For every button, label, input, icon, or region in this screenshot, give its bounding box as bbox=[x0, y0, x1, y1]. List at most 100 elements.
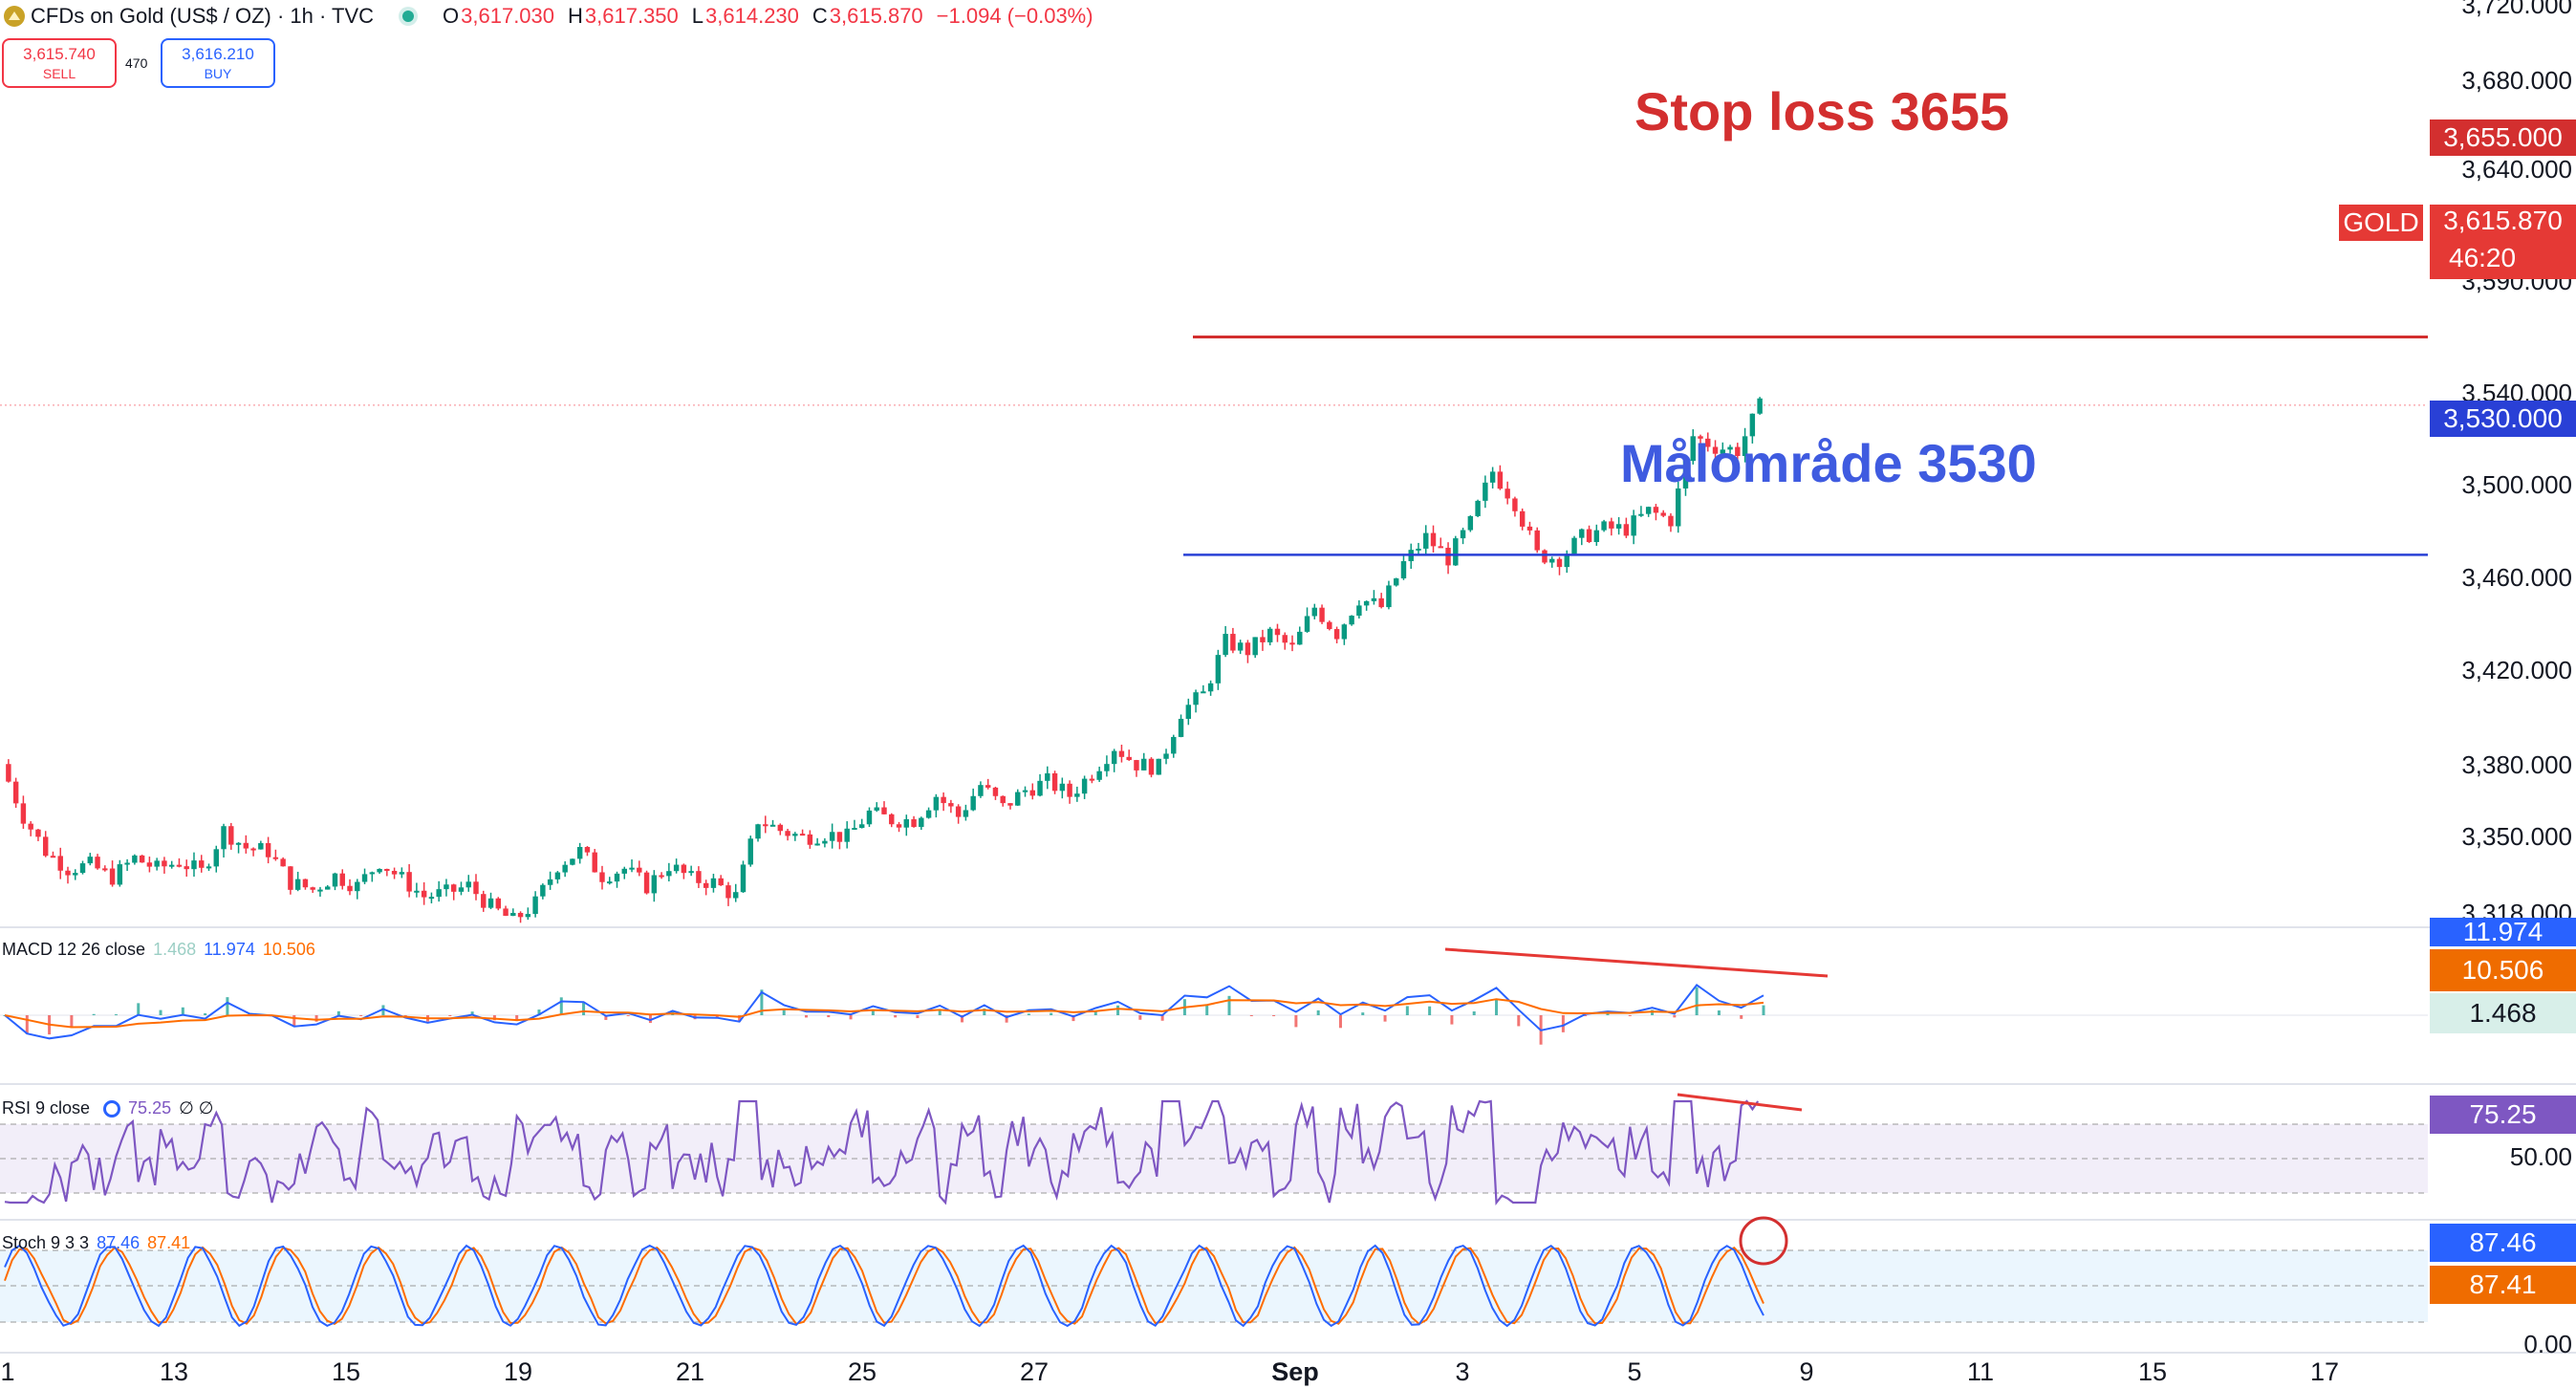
macd-hist-bar bbox=[1383, 1015, 1387, 1022]
price-tick: 3,460.000 bbox=[2461, 563, 2572, 592]
candle bbox=[740, 864, 747, 893]
macd-hist-value: 1.468 bbox=[153, 940, 197, 959]
candle bbox=[481, 894, 487, 908]
candle bbox=[763, 824, 768, 827]
candle bbox=[6, 764, 11, 782]
candle bbox=[243, 842, 249, 849]
macd-hist-bar bbox=[159, 1009, 162, 1015]
candle bbox=[1126, 756, 1132, 761]
macd-hist-bar bbox=[604, 1015, 608, 1020]
macd-hist-bar bbox=[871, 1009, 875, 1015]
candle bbox=[1571, 537, 1577, 554]
macd-hist-bar bbox=[1450, 1015, 1454, 1025]
candle bbox=[288, 866, 293, 890]
macd-hist-bar bbox=[916, 1015, 920, 1019]
candle bbox=[1297, 631, 1303, 645]
candle bbox=[777, 824, 784, 832]
stoch-k-tag: 87.46 bbox=[2430, 1224, 2576, 1262]
candle bbox=[599, 872, 605, 882]
candle bbox=[517, 912, 524, 918]
macd-hist-bar bbox=[1160, 1015, 1164, 1021]
candle bbox=[1111, 750, 1117, 765]
candle bbox=[570, 858, 575, 865]
sell-button[interactable]: 3,615.740 SELL bbox=[2, 38, 117, 88]
candle bbox=[436, 889, 442, 898]
candle bbox=[28, 823, 33, 830]
macd-hist-bar bbox=[983, 1009, 986, 1015]
macd-legend[interactable]: MACD 12 26 close 1.468 11.974 10.506 bbox=[2, 940, 323, 960]
macd-hist-bar bbox=[1606, 1012, 1610, 1015]
candle bbox=[1163, 753, 1169, 759]
macd-hist-bar bbox=[92, 1013, 96, 1015]
candle bbox=[57, 856, 63, 871]
candle bbox=[1037, 780, 1043, 796]
candle bbox=[584, 847, 591, 853]
candle bbox=[1526, 526, 1533, 531]
candle bbox=[562, 864, 568, 873]
rsi-divergence-line bbox=[1677, 1093, 1803, 1112]
candle bbox=[1201, 691, 1206, 694]
candle bbox=[1378, 597, 1384, 608]
candle bbox=[733, 892, 739, 899]
time-tick: 3 bbox=[1455, 1357, 1470, 1386]
candle bbox=[258, 842, 264, 850]
spread-value: 470 bbox=[125, 55, 148, 71]
candle bbox=[421, 890, 427, 898]
candle bbox=[1081, 778, 1088, 794]
target-annotation[interactable]: Målområde 3530 bbox=[1620, 433, 2037, 493]
candle bbox=[807, 834, 813, 845]
candle bbox=[1430, 532, 1437, 547]
macd-hist-bar bbox=[70, 1015, 74, 1027]
stop-loss-annotation[interactable]: Stop loss 3655 bbox=[1634, 81, 2010, 141]
macd-hist-bar bbox=[25, 1015, 29, 1034]
macd-hist-bar bbox=[626, 1015, 630, 1016]
candle bbox=[1118, 750, 1125, 757]
stoch-legend[interactable]: Stoch 9 3 3 87.46 87.41 bbox=[2, 1233, 198, 1253]
candle bbox=[1534, 530, 1540, 551]
macd-hist-bar bbox=[1495, 999, 1499, 1015]
stoch-d-tag: 87.41 bbox=[2430, 1266, 2576, 1304]
symbol-title[interactable]: CFDs on Gold (US$ / OZ) · 1h · TVC bbox=[31, 4, 375, 28]
candle bbox=[576, 847, 583, 859]
refresh-icon[interactable] bbox=[103, 1099, 121, 1118]
bar-countdown: 46:20 bbox=[2430, 237, 2576, 279]
candle bbox=[1282, 635, 1288, 643]
macd-hist-bar bbox=[1561, 1015, 1565, 1032]
macd-hist-bar bbox=[1072, 1015, 1075, 1022]
macd-hist-bar bbox=[782, 1009, 786, 1015]
rsi-legend[interactable]: RSI 9 close 75.25 ∅ ∅ bbox=[2, 1098, 221, 1118]
macd-hist-bar bbox=[1005, 1015, 1008, 1023]
candle bbox=[1260, 637, 1266, 642]
macd-label: MACD 12 26 close bbox=[2, 940, 146, 959]
stoch-d-line bbox=[4, 1246, 1764, 1326]
candle bbox=[1096, 770, 1102, 780]
signal-tag: 10.506 bbox=[2430, 949, 2576, 991]
candle bbox=[1289, 642, 1295, 645]
sell-label: SELL bbox=[42, 66, 76, 81]
gold-logo-icon bbox=[4, 6, 25, 27]
candle bbox=[696, 871, 702, 883]
candle bbox=[1393, 578, 1399, 586]
rsi-level-50: 50.00 bbox=[2509, 1142, 2572, 1171]
symbol-header: CFDs on Gold (US$ / OZ) · 1h · TVC O 3,61… bbox=[0, 0, 1107, 33]
candle bbox=[1504, 488, 1510, 499]
candle bbox=[1193, 692, 1199, 705]
candle bbox=[540, 884, 546, 897]
candle bbox=[829, 832, 835, 841]
candle bbox=[554, 872, 561, 879]
stoch-d-value: 87.41 bbox=[147, 1233, 191, 1252]
high-value: 3,617.350 bbox=[584, 4, 679, 28]
macd-hist-bar bbox=[827, 1015, 831, 1018]
candle bbox=[919, 817, 924, 828]
market-open-icon bbox=[402, 11, 415, 22]
candle bbox=[925, 810, 932, 818]
candle bbox=[139, 855, 145, 863]
macd-hist-bar bbox=[114, 1014, 118, 1016]
candle bbox=[1349, 616, 1354, 625]
candle bbox=[547, 879, 553, 885]
hist-tag: 1.468 bbox=[2430, 993, 2576, 1033]
buy-button[interactable]: 3,616.210 BUY bbox=[161, 38, 275, 88]
candle bbox=[1749, 413, 1756, 437]
candle bbox=[978, 785, 984, 796]
